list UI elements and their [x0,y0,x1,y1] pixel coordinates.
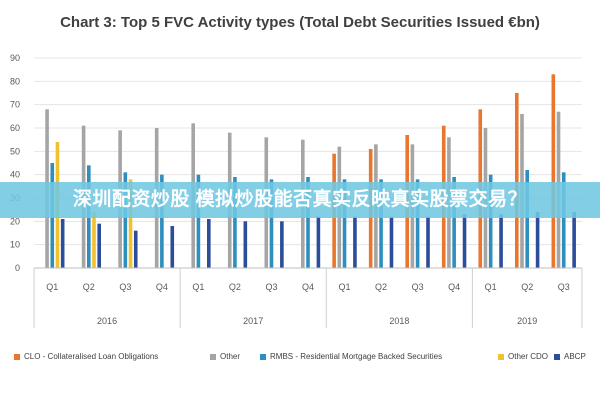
y-tick-label: 50 [10,146,20,156]
legend-item: Other CDO [498,349,548,365]
bar [306,177,310,268]
x-tick-label: Q3 [265,282,277,292]
legend-label: Other [220,352,241,361]
bar [243,221,248,268]
bar [92,212,96,268]
x-tick-label: Q2 [375,282,387,292]
legend-label: CLO - Collateralised Loan Obligations [24,352,159,361]
legend-item: CLO - Collateralised Loan Obligations [14,349,158,365]
overlay-banner[interactable]: 深圳配资炒股 模拟炒股能否真实反映真实股票交易？ [0,182,600,218]
legend-swatch [14,353,20,360]
bar [535,212,540,268]
chart-title: Chart 3: Top 5 FVC Activity types (Total… [60,14,540,31]
bar [379,179,383,268]
bar [269,179,274,268]
y-tick-label: 40 [10,170,20,180]
x-axis [33,267,582,328]
bar [170,226,175,268]
bar [97,223,101,268]
y-tick-label: 80 [10,76,20,86]
x-group-label: 2016 [97,316,117,326]
bar [551,74,556,268]
bar [133,230,138,268]
x-group-label: 2017 [243,316,263,326]
bar [196,174,201,268]
bar [525,170,529,268]
bar [207,219,211,268]
x-tick-label: Q2 [229,282,241,292]
bar [316,216,321,268]
x-group-label: 2019 [517,316,537,326]
x-tick-label: Q1 [485,282,497,292]
bar [561,172,566,268]
legend-swatch [498,353,504,360]
x-tick-label: Q2 [83,282,95,292]
legend-item: ABCP [554,349,586,365]
bar [123,172,128,268]
bar [462,214,467,268]
bar [426,216,430,268]
y-tick-label: 10 [10,240,20,250]
x-tick-label: Q4 [156,282,168,292]
bar [160,174,164,268]
x-group-label: 2018 [389,316,409,326]
y-tick-label: 70 [10,100,20,110]
bar [233,177,237,268]
bar [353,216,357,268]
x-tick-label: Q4 [448,282,460,292]
legend-swatch [210,353,216,360]
y-tick-label: 90 [10,53,20,63]
bars [45,74,576,268]
x-tick-label: Q4 [302,282,314,292]
x-axis-ticks: Q1 Q2 Q3 Q4 Q1 Q2 Q3 Q4 Q1 Q2 Q3 Q4 Q1 Q2 Q3 [46,282,569,292]
x-tick-label: Q2 [521,282,533,292]
bar [572,212,576,268]
y-tick-label: 20 [10,216,20,226]
overlay-banner-text: 深圳配资炒股 模拟炒股能否真实反映真实股票交易？ [72,189,528,210]
x-tick-label: Q1 [46,282,58,292]
y-tick-label: 60 [10,123,20,133]
x-tick-label: Q3 [412,282,424,292]
x-tick-label: Q1 [192,282,204,292]
bar [415,179,420,268]
x-axis-year-groups: 2016 2017 2018 2019 [97,268,583,328]
legend-swatch [554,353,560,360]
bar [280,221,284,268]
legend-item: RMBS - Residential Mortgage Backed Secur… [260,349,442,365]
legend-item: Other [210,349,240,365]
bar [499,214,503,268]
legend-label: Other CDO [508,352,549,361]
x-tick-label: Q3 [119,282,131,292]
bar [128,179,133,268]
bar [515,93,519,268]
x-tick-label: Q1 [339,282,351,292]
bar [488,174,493,268]
legend-swatch [260,353,266,360]
chart-legend: CLO - Collateralised Loan Obligations Oth… [14,349,594,365]
bar [389,216,394,268]
x-tick-label: Q3 [558,282,570,292]
legend-label: RMBS - Residential Mortgage Backed Secur… [270,352,443,361]
bar [60,219,65,268]
bar [452,177,456,268]
legend-label: ABCP [564,352,586,361]
y-axis-ticks: 0102030405060708090 [10,53,20,273]
bar [342,179,347,268]
y-tick-label: 0 [15,263,20,273]
